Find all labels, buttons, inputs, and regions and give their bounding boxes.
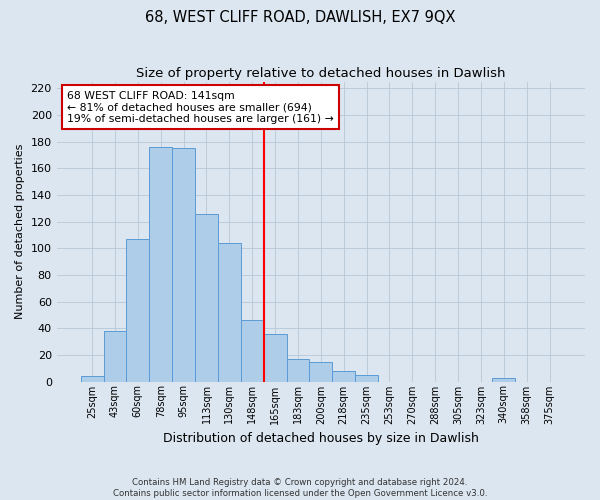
Bar [149, 147, 172, 382]
Bar [195, 214, 218, 382]
Bar [172, 148, 195, 382]
Bar [241, 320, 263, 382]
X-axis label: Distribution of detached houses by size in Dawlish: Distribution of detached houses by size … [163, 432, 479, 445]
Bar [80, 376, 104, 382]
Y-axis label: Number of detached properties: Number of detached properties [15, 144, 25, 320]
Bar [127, 239, 149, 382]
Bar [332, 371, 355, 382]
Bar [287, 359, 310, 382]
Text: 68 WEST CLIFF ROAD: 141sqm
← 81% of detached houses are smaller (694)
19% of sem: 68 WEST CLIFF ROAD: 141sqm ← 81% of deta… [67, 90, 334, 124]
Bar [355, 375, 378, 382]
Bar [263, 334, 287, 382]
Bar [218, 243, 241, 382]
Bar [310, 362, 332, 382]
Bar [104, 331, 127, 382]
Text: Contains HM Land Registry data © Crown copyright and database right 2024.
Contai: Contains HM Land Registry data © Crown c… [113, 478, 487, 498]
Title: Size of property relative to detached houses in Dawlish: Size of property relative to detached ho… [136, 68, 506, 80]
Text: 68, WEST CLIFF ROAD, DAWLISH, EX7 9QX: 68, WEST CLIFF ROAD, DAWLISH, EX7 9QX [145, 10, 455, 25]
Bar [493, 378, 515, 382]
